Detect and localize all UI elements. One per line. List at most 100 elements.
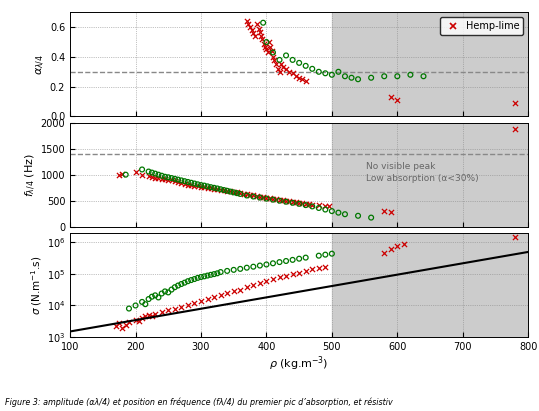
Point [151,292,160,299]
Point [288,70,297,76]
Point [282,197,291,204]
Point [295,60,303,66]
Point [380,250,389,256]
Point [203,185,212,191]
Point [187,277,196,283]
Point [270,57,279,63]
Point [148,169,156,176]
Point [206,272,215,278]
Point [216,186,225,192]
Point [157,175,166,182]
Point [250,33,259,39]
Point [219,187,228,194]
Point [255,279,264,286]
Point [272,61,281,68]
Point [386,209,395,215]
Point [275,197,284,204]
Point [187,180,196,186]
Point [184,179,192,185]
Point [141,301,150,307]
Point [243,192,251,199]
Point [174,179,182,185]
Point [200,184,209,190]
Point [243,18,251,25]
Point [268,276,277,282]
Point [334,69,343,75]
Point [164,307,172,314]
Point [255,193,264,200]
Point [200,273,209,279]
Point [282,52,291,59]
Point [230,288,238,295]
Point [219,187,228,193]
Point [386,94,395,100]
Y-axis label: $\sigma$ (N.m$^{-1}$.s): $\sigma$ (N.m$^{-1}$.s) [29,255,44,315]
Point [210,271,218,277]
Point [275,69,284,75]
Point [213,186,222,192]
Point [354,212,362,219]
Point [257,33,266,39]
Point [249,263,258,270]
Point [184,278,192,284]
Point [262,46,271,53]
Point [170,305,179,312]
Point [314,205,323,211]
Point [301,268,310,274]
Point [203,296,212,302]
Point [180,279,189,286]
Point [177,281,185,287]
Point [298,76,307,83]
Point [190,180,199,187]
Point [177,304,185,310]
Point [268,49,277,56]
Point [292,199,300,206]
Point [151,175,160,181]
Point [262,195,271,202]
Point [174,282,182,289]
Point [511,126,520,133]
Point [301,202,310,208]
Point [197,182,205,188]
Point [157,290,166,297]
Point [321,206,330,213]
Point [380,208,389,215]
Point [321,252,330,258]
Point [210,185,218,192]
Point [255,262,264,269]
Legend: Hemp-lime: Hemp-lime [440,17,523,35]
Point [301,201,310,207]
Point [180,178,189,185]
Point [249,193,258,200]
Point [230,189,238,196]
Point [301,77,310,84]
Point [230,267,238,273]
Point [131,316,140,323]
Point [216,269,225,275]
Point [167,177,176,184]
Point [125,319,133,325]
Text: Figure 3: amplitude (αλ/4) et position en fréquence (fλ/4) du premier pic d’abso: Figure 3: amplitude (αλ/4) et position e… [5,397,393,407]
Point [354,76,362,83]
Point [190,276,199,282]
Point [275,196,284,203]
Point [334,209,343,216]
Point [254,25,263,32]
Point [243,284,251,291]
Y-axis label: $\alpha_{\lambda/4}$: $\alpha_{\lambda/4}$ [35,54,47,75]
Point [393,243,402,249]
Point [170,178,179,185]
Point [226,188,235,195]
Point [285,198,294,205]
Point [252,21,261,28]
Point [187,182,196,188]
Point [236,189,245,196]
Point [272,196,281,203]
Point [184,181,192,188]
Point [295,74,303,81]
Point [314,69,323,75]
Point [144,168,153,175]
Point [151,170,160,177]
Point [328,208,336,215]
Bar [332,122,528,227]
